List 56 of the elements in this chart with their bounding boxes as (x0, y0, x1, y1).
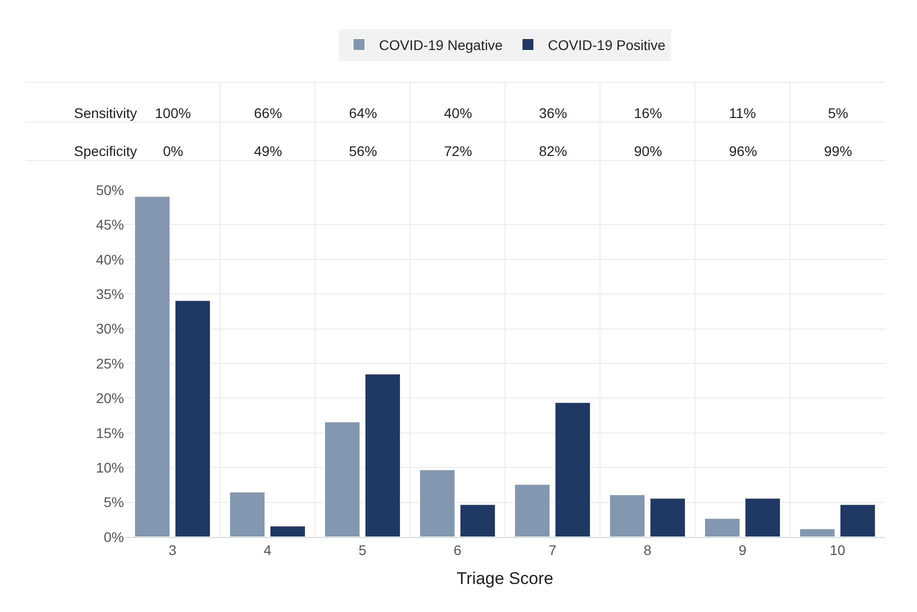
y-tick-label: 30% (96, 320, 124, 337)
legend-label: COVID-19 Negative (379, 37, 503, 54)
y-tick-label: 10% (96, 460, 124, 476)
bar (174, 300, 211, 537)
y-tick-label: 50% (96, 182, 124, 198)
text: 49% (254, 143, 282, 159)
text: 5% (828, 105, 848, 121)
bar (134, 196, 171, 537)
text: 66% (254, 105, 282, 121)
x-tick-label: 4 (264, 542, 272, 558)
text: 72% (444, 143, 472, 159)
text: 0% (163, 143, 184, 159)
text: Specificity (74, 143, 138, 159)
x-tick-label: 8 (644, 542, 652, 558)
y-tick-label: 35% (96, 286, 124, 302)
x-axis-title: Triage Score (456, 569, 554, 588)
y-tick-label: 40% (96, 251, 124, 268)
bar (269, 525, 306, 537)
text: 40% (444, 105, 472, 121)
bar (649, 498, 686, 537)
y-tick-label: 5% (104, 494, 124, 510)
x-tick-label: 9 (738, 542, 747, 558)
bar (514, 484, 551, 537)
bar (229, 491, 266, 537)
bar (459, 504, 496, 537)
text: 100% (155, 105, 191, 121)
y-tick-label: 0% (104, 528, 124, 545)
text: 96% (729, 143, 758, 159)
y-tick-label: 45% (96, 216, 124, 233)
x-tick-label: 10 (830, 542, 846, 558)
text: 82% (539, 143, 568, 159)
bar (839, 504, 876, 537)
text: 16% (634, 105, 662, 121)
bar (704, 518, 741, 537)
bar (609, 494, 646, 537)
bar (744, 498, 781, 537)
text: 56% (349, 143, 378, 159)
x-tick-label: 6 (454, 542, 462, 558)
text: 99% (824, 143, 852, 159)
text: 11% (729, 105, 756, 121)
bar (324, 421, 361, 537)
y-tick-label: 20% (96, 390, 124, 406)
bar (554, 402, 591, 537)
bar (799, 528, 836, 537)
legend-label: COVID-19 Positive (548, 37, 666, 54)
y-tick-label: 25% (96, 355, 124, 372)
x-tick-label: 3 (168, 542, 177, 558)
x-tick-label: 7 (548, 542, 557, 558)
bar (419, 469, 456, 537)
x-tick-label: 5 (358, 542, 367, 558)
text: 36% (539, 105, 568, 121)
bar (364, 373, 401, 537)
text: 64% (349, 105, 378, 121)
text: Sensitivity (74, 105, 138, 121)
y-tick-label: 15% (96, 424, 124, 441)
text: 90% (634, 143, 662, 159)
